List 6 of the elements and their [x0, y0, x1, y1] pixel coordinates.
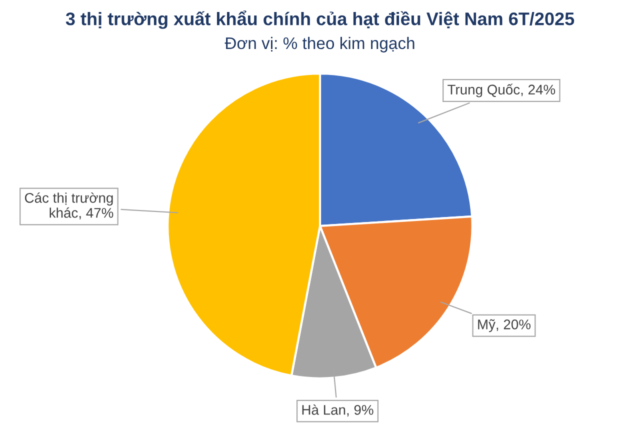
- slice-label: Hà Lan, 9%: [302, 404, 374, 416]
- slice-label: Mỹ, 20%: [478, 319, 530, 332]
- slice-label: Các thị trường khác, 47%: [24, 192, 114, 220]
- chart-title: 3 thị trường xuất khẩu chính của hạt điều Việt Nam 6T/2025: [66, 10, 574, 29]
- chart-subtitle: Đơn vị: % theo kim ngạch: [224, 36, 414, 52]
- slice-label: Trung Quốc, 24%: [448, 84, 556, 98]
